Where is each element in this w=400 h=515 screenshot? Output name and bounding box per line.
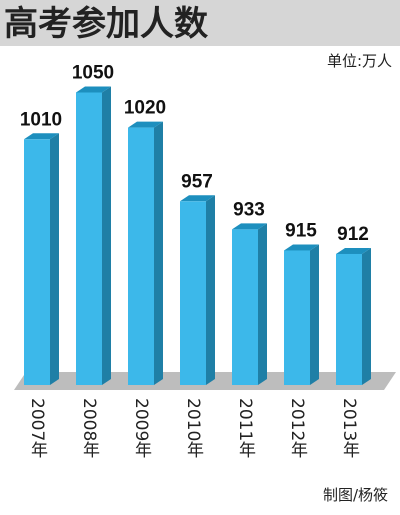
value-label: 1050	[72, 63, 114, 84]
value-label: 915	[285, 220, 317, 241]
x-tick-label: 2012年	[287, 398, 308, 458]
value-label: 1020	[124, 98, 166, 119]
value-label: 957	[181, 171, 213, 192]
bar-top	[284, 244, 319, 251]
x-tick-label: 2013年	[339, 398, 360, 458]
bar	[76, 92, 102, 385]
bar-side	[258, 223, 267, 385]
bar-top	[336, 247, 371, 254]
chart-title: 高考参加人数	[4, 4, 208, 44]
value-label: 933	[233, 199, 265, 220]
unit-label: 单位:万人	[327, 52, 392, 70]
bar	[232, 229, 258, 385]
value-label: 1010	[20, 109, 62, 130]
bar	[336, 253, 362, 385]
bar-side	[206, 195, 215, 385]
title-band	[0, 0, 400, 46]
x-tick-label: 2009年	[131, 398, 152, 458]
x-tick-label: 2010年	[183, 398, 204, 458]
bar-side	[102, 86, 111, 385]
x-tick-label: 2011年	[235, 398, 256, 458]
bar-top	[128, 121, 163, 128]
bar-top	[232, 223, 267, 230]
bar-side	[310, 244, 319, 385]
bar-side	[362, 247, 371, 385]
x-tick-label: 2007年	[27, 398, 48, 458]
bar-top	[24, 133, 59, 140]
value-label: 912	[337, 224, 369, 245]
bar	[24, 139, 50, 385]
credit: 制图/杨筱	[323, 486, 388, 504]
bar	[128, 127, 154, 385]
bar-side	[154, 121, 163, 385]
bar-side	[50, 133, 59, 385]
bar	[180, 201, 206, 385]
bar-top	[180, 195, 215, 202]
bar-top	[76, 86, 111, 93]
bar	[284, 250, 310, 385]
x-tick-label: 2008年	[79, 398, 100, 458]
